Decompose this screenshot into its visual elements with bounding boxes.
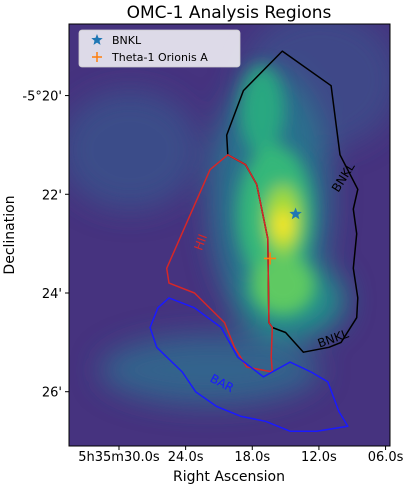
x-tick-label: 24.0s xyxy=(168,450,204,465)
y-tick-label: -5°20' xyxy=(22,90,62,105)
heatmap-glow-west xyxy=(69,90,200,210)
heatmap-core-north xyxy=(240,65,284,155)
y-tick-label: 24' xyxy=(42,287,62,302)
heatmap-core-max xyxy=(274,209,292,241)
plot-frame xyxy=(68,23,391,447)
x-axis: 5h35m30.0s 24.0s 18.0s 12.0s 06.0s xyxy=(78,446,404,465)
legend-label-bnkl: BNKL xyxy=(112,34,142,47)
y-tick-label: 26' xyxy=(42,386,62,401)
legend: BNKL Theta-1 Orionis A xyxy=(78,29,241,68)
marker-bnkl-star xyxy=(289,207,302,220)
x-tick-label: 18.0s xyxy=(234,450,270,465)
legend-box xyxy=(78,29,241,68)
heatmap-glow-bar xyxy=(100,335,320,405)
y-axis: -5°20' 22' 24' 26' xyxy=(22,90,69,401)
legend-label-theta-1-orionis-a: Theta-1 Orionis A xyxy=(111,51,208,64)
region-hii-label-1: HII xyxy=(191,232,210,252)
heatmap-core-south xyxy=(251,255,315,315)
chart-title: OMC-1 Analysis Regions xyxy=(127,3,332,23)
legend-marker-bnkl xyxy=(91,34,103,45)
x-tick-label: 5h35m30.0s xyxy=(78,450,160,465)
legend-marker-theta-1-orionis-a xyxy=(92,52,102,62)
x-axis-label: Right Ascension xyxy=(173,469,285,485)
y-axis-label: Declination xyxy=(2,195,18,274)
region-hii-contour xyxy=(165,154,274,373)
x-tick-label: 12.0s xyxy=(301,450,337,465)
x-tick-label: 06.0s xyxy=(368,450,404,465)
points-layer xyxy=(264,207,302,265)
y-tick-label: 22' xyxy=(42,188,62,203)
marker-theta-1-orionis-a-plus xyxy=(264,252,277,265)
region-bar-contour xyxy=(149,297,349,432)
